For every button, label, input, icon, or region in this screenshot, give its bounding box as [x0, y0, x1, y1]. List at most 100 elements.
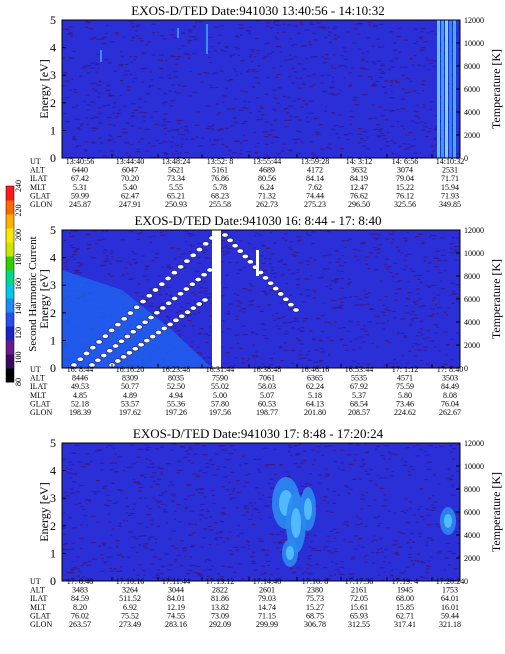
noise-cell	[98, 545, 102, 547]
noise-cell	[450, 74, 455, 76]
noise-cell	[416, 300, 420, 302]
noise-cell	[457, 520, 460, 522]
noise-cell	[184, 240, 187, 243]
noise-cell	[377, 234, 381, 236]
noise-cell	[410, 145, 416, 147]
noise-cell	[241, 362, 246, 364]
noise-cell	[326, 510, 329, 512]
y-tick-label: 4	[50, 464, 56, 478]
noise-cell	[248, 473, 251, 475]
noise-cell	[214, 26, 220, 28]
noise-cell	[131, 536, 137, 538]
noise-cell	[70, 35, 74, 37]
noise-cell	[114, 453, 117, 455]
noise-cell	[234, 293, 237, 295]
noise-cell	[326, 337, 329, 339]
table-cell: 349.85	[439, 200, 461, 209]
noise-cell	[124, 267, 128, 269]
noise-cell	[436, 257, 441, 260]
noise-cell	[289, 58, 294, 60]
noise-cell	[425, 285, 430, 287]
noise-cell	[83, 149, 88, 151]
noise-cell	[345, 66, 348, 68]
noise-cell	[305, 533, 310, 535]
noise-cell	[316, 451, 320, 453]
noise-cell	[125, 505, 130, 508]
noise-cell	[283, 342, 287, 344]
noise-cell	[354, 535, 358, 537]
noise-cell	[373, 535, 376, 537]
noise-cell	[115, 539, 120, 542]
noise-cell	[332, 54, 336, 56]
noise-cell	[188, 95, 192, 97]
noise-cell	[390, 574, 394, 576]
noise-cell	[358, 538, 363, 540]
noise-cell	[373, 25, 378, 27]
noise-cell	[358, 336, 363, 338]
noise-cell	[205, 466, 210, 469]
noise-cell	[268, 258, 272, 260]
noise-cell	[273, 21, 276, 24]
table-cell: 16: 8:44	[67, 365, 93, 374]
noise-cell	[140, 475, 144, 477]
noise-cell	[308, 86, 313, 88]
noise-cell	[132, 569, 135, 571]
noise-cell	[92, 130, 96, 132]
noise-cell	[62, 527, 66, 529]
noise-cell	[215, 537, 218, 539]
noise-cell	[143, 543, 149, 545]
noise-cell	[202, 569, 206, 572]
noise-cell	[72, 136, 76, 138]
noise-cell	[376, 474, 380, 476]
noise-cell	[388, 458, 392, 460]
noise-cell	[293, 462, 298, 465]
noise-cell	[98, 122, 101, 125]
y-tick-label: 2	[50, 96, 56, 110]
colorbar-swatch	[6, 326, 14, 341]
noise-cell	[72, 138, 77, 141]
noise-cell	[354, 338, 358, 340]
noise-cell	[197, 242, 202, 245]
noise-cell	[251, 68, 257, 71]
noise-cell	[439, 446, 444, 448]
beam-bead	[135, 324, 143, 330]
noise-cell	[288, 321, 293, 323]
noise-cell	[250, 285, 255, 287]
table-cell: 8.08	[443, 391, 457, 400]
noise-cell	[79, 125, 83, 127]
noise-cell	[320, 82, 324, 84]
noise-cell	[377, 515, 380, 518]
noise-cell	[349, 116, 354, 118]
noise-cell	[73, 89, 78, 91]
noise-cell	[166, 286, 171, 288]
noise-cell	[216, 543, 219, 545]
noise-cell	[288, 446, 293, 448]
noise-cell	[409, 324, 413, 326]
noise-cell	[343, 523, 349, 525]
noise-cell	[144, 268, 148, 271]
noise-cell	[68, 232, 72, 234]
noise-cell	[112, 568, 117, 570]
beam-bead	[147, 314, 155, 320]
noise-cell	[66, 466, 69, 469]
noise-cell	[225, 352, 230, 354]
noise-cell	[257, 65, 261, 67]
noise-cell	[335, 132, 338, 135]
noise-cell	[246, 71, 249, 73]
noise-cell	[213, 522, 218, 524]
noise-cell	[275, 533, 281, 536]
noise-cell	[198, 312, 201, 314]
noise-cell	[169, 276, 174, 278]
noise-cell	[276, 568, 280, 570]
noise-cell	[138, 535, 143, 537]
noise-cell	[420, 31, 424, 33]
table-cell: 5.07	[260, 391, 274, 400]
noise-cell	[240, 546, 246, 548]
table-cell: 3483	[72, 586, 88, 595]
noise-cell	[338, 114, 342, 116]
noise-cell	[396, 155, 400, 157]
noise-cell	[227, 247, 233, 250]
noise-cell	[351, 349, 357, 351]
noise-cell	[325, 146, 330, 149]
noise-cell	[321, 27, 326, 29]
